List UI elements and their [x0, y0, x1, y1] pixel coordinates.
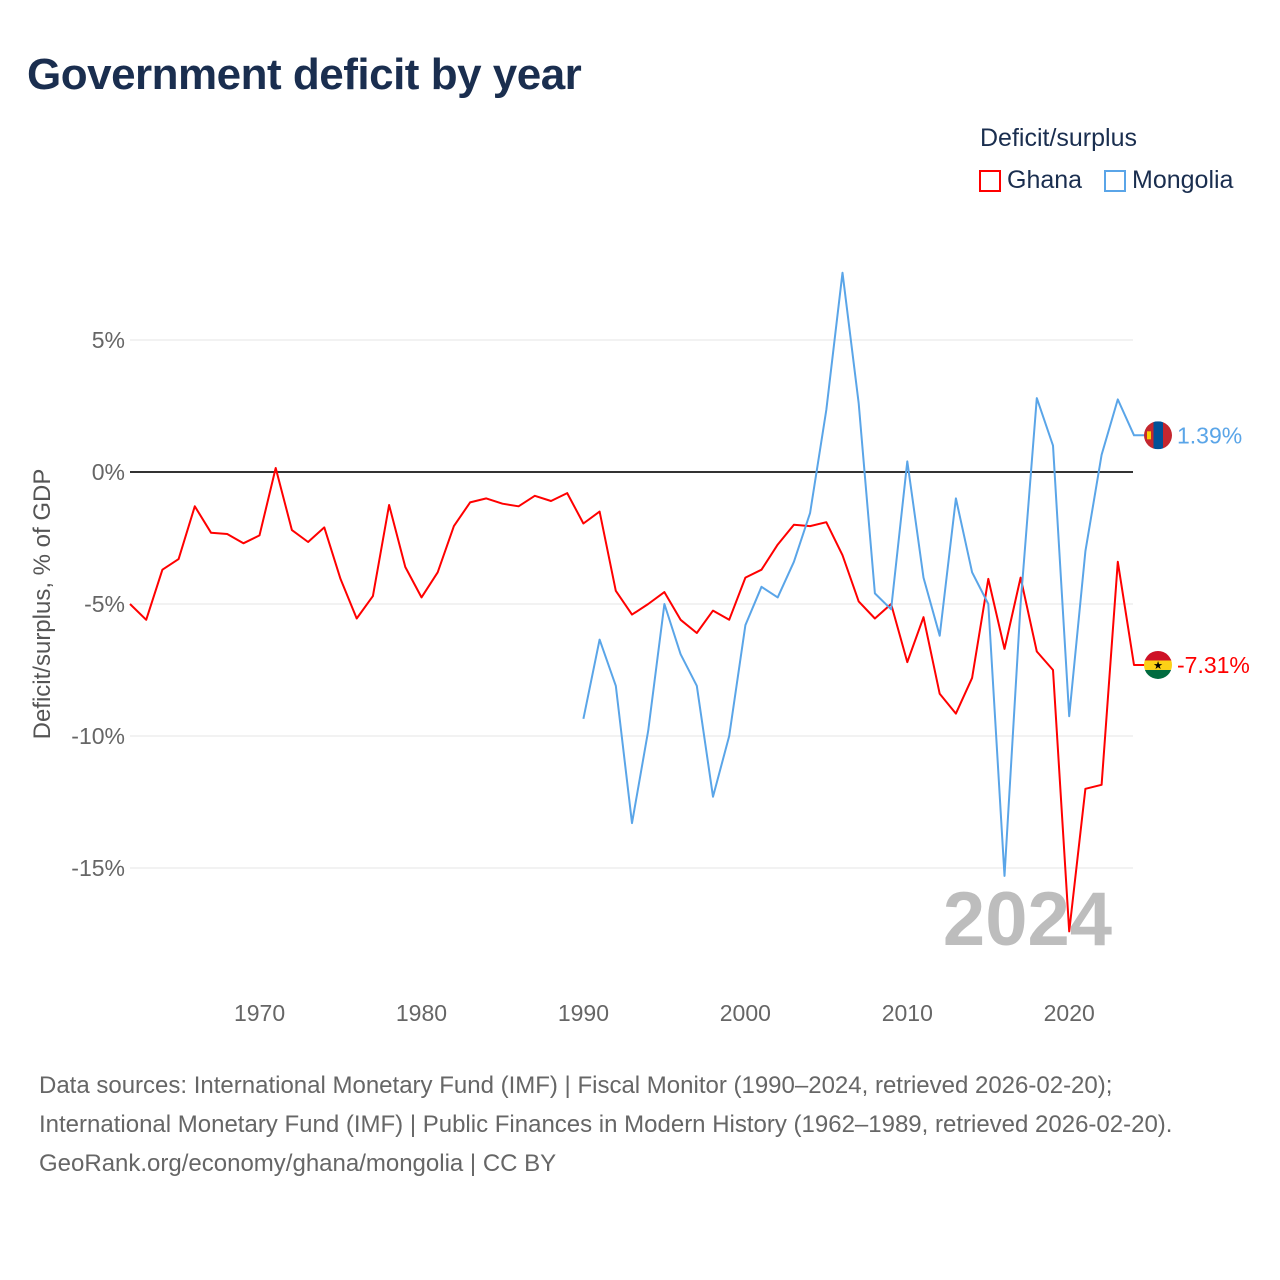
credit-link[interactable]: GeoRank.org/economy/ghana/mongolia | CC …	[39, 1150, 557, 1177]
series-line-mongolia	[582, 271, 1150, 877]
line-chart: 5%0%-5%-10%-15%1970 1980 1990 2000 2010 2020 …	[29, 271, 1250, 1026]
legend-item-ghana[interactable]: Ghana	[979, 166, 1082, 195]
y-axis-label: Deficit/surplus, % of GDP	[29, 469, 56, 740]
legend-swatch-ghana	[979, 169, 1001, 192]
legend-swatch-mongolia	[1104, 169, 1126, 192]
x-tick-label: 1980	[396, 1000, 447, 1026]
flag-stripe	[1144, 650, 1172, 661]
flag-stripe	[1153, 421, 1163, 450]
legend-label: Mongolia	[1132, 166, 1234, 194]
y-tick-label: -15%	[71, 855, 125, 881]
legend-item-mongolia[interactable]: Mongolia	[1104, 166, 1233, 195]
y-tick-label: 0%	[92, 459, 125, 485]
data-sources: Data sources: International Monetary Fun…	[39, 1072, 1173, 1138]
x-tick-label: 1990	[558, 1000, 609, 1026]
x-tick-label: 1970	[234, 1000, 285, 1026]
flag-icon-mongolia	[1144, 421, 1172, 450]
legend-label: Ghana	[1007, 166, 1083, 194]
end-value-label: 1.39%	[1177, 422, 1242, 448]
y-tick-label: -5%	[84, 591, 125, 617]
x-tick-label: 2000	[720, 1000, 771, 1026]
flag-soyombo	[1147, 431, 1151, 440]
y-tick-label: -10%	[71, 723, 125, 749]
flag-icon-ghana: ★	[1144, 650, 1172, 679]
y-tick-label: 5%	[92, 327, 125, 353]
x-tick-label: 2020	[1044, 1000, 1095, 1026]
footer: Data sources: International Monetary Fun…	[39, 1066, 1239, 1183]
legend-title: Deficit/surplus	[980, 124, 1137, 152]
end-value-label: -7.31%	[1177, 652, 1250, 678]
flag-stripe	[1144, 660, 1172, 670]
flag-stripes	[1144, 421, 1172, 450]
year-watermark: 2024	[943, 877, 1112, 962]
flag-stripes: ★	[1144, 650, 1172, 679]
flag-stripe	[1163, 421, 1172, 450]
x-tick-label: 2010	[882, 1000, 933, 1026]
flag-star: ★	[1153, 660, 1163, 672]
series-line-ghana	[129, 467, 1150, 933]
flag-stripe	[1144, 669, 1172, 679]
chart-title: Government deficit by year	[27, 50, 582, 99]
